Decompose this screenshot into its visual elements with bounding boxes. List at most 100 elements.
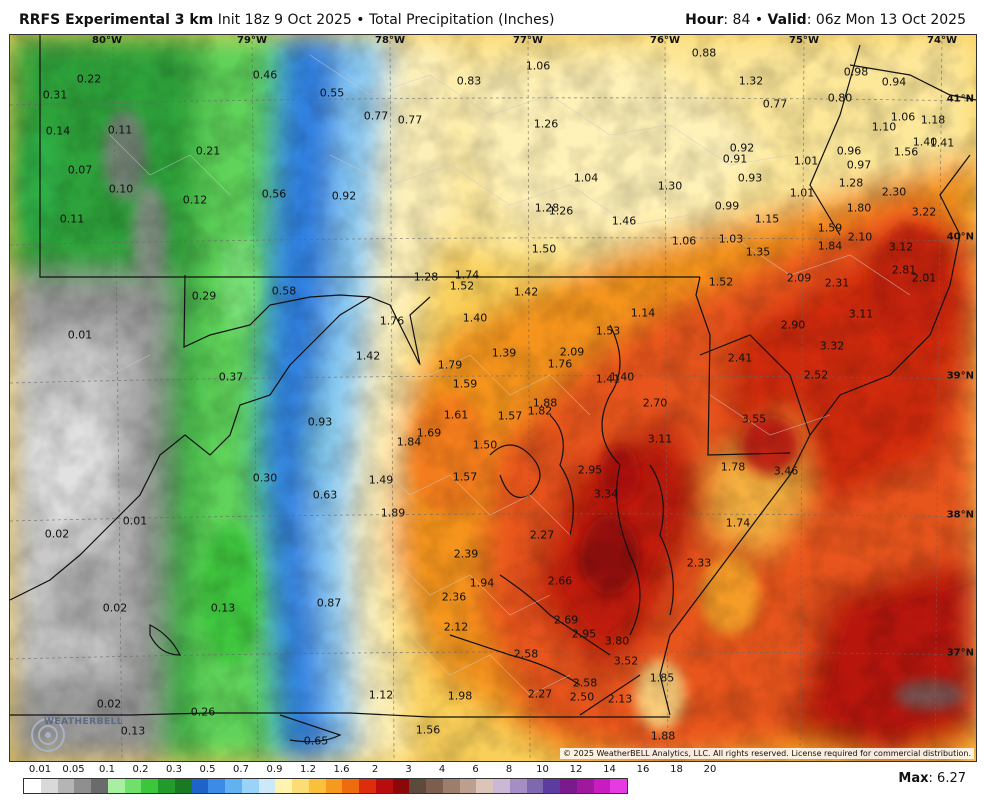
legend-label: 3 xyxy=(405,764,412,775)
legend-label: 0.7 xyxy=(233,764,249,775)
legend-swatch xyxy=(543,779,560,793)
legend-swatch xyxy=(509,779,527,793)
legend-label: 4 xyxy=(438,764,446,775)
precip-value: 0.92 xyxy=(331,189,357,203)
precip-value: 1.59 xyxy=(452,377,478,391)
precip-value: 2.50 xyxy=(569,690,595,704)
precip-value: 0.65 xyxy=(303,734,329,748)
precip-value: 0.12 xyxy=(182,193,208,207)
latitude-label: 37°N xyxy=(946,647,974,659)
legend-swatch xyxy=(593,779,611,793)
precip-value: 1.74 xyxy=(725,516,751,530)
precip-value: 0.97 xyxy=(846,158,872,172)
legend-swatch xyxy=(74,779,91,793)
legend-swatch xyxy=(241,779,259,793)
precip-value: 2.81 xyxy=(891,263,917,277)
legend-swatch xyxy=(526,779,544,793)
latitude-label: 38°N xyxy=(946,509,974,521)
precip-value: 1.57 xyxy=(497,409,523,423)
precip-value: 1.98 xyxy=(447,689,473,703)
legend-swatch xyxy=(40,779,58,793)
latitude-label: 40°N xyxy=(946,231,974,243)
precipitation-map[interactable]: 80°W 79°W 78°W 77°W 76°W 75°W 74°W 41°N 40°N 39°… xyxy=(9,34,977,762)
precip-value: 1.76 xyxy=(379,314,405,328)
precip-value: 2.58 xyxy=(572,676,598,690)
precip-value: 0.07 xyxy=(67,163,93,177)
precip-value: 2.95 xyxy=(571,627,597,641)
precip-value: 1.10 xyxy=(871,120,897,134)
precip-value: 2.52 xyxy=(803,368,829,382)
legend-swatch xyxy=(442,779,460,793)
precip-value: 0.98 xyxy=(843,65,869,79)
legend-swatch xyxy=(493,779,510,793)
precip-value: 0.26 xyxy=(190,705,216,719)
legend-swatch xyxy=(392,779,410,793)
precip-value: 0.92 xyxy=(729,141,755,155)
precip-value: 0.31 xyxy=(42,88,68,102)
precip-value: 1.82 xyxy=(527,404,553,418)
legend-label: 6 xyxy=(472,764,479,775)
legend-label: 10 xyxy=(536,764,549,775)
precip-value: 2.95 xyxy=(577,463,603,477)
precip-value: 2.33 xyxy=(686,556,712,570)
precip-value: 0.63 xyxy=(312,488,338,502)
weatherbell-logo: WEATHERBELL xyxy=(26,707,123,761)
precip-value: 0.02 xyxy=(44,527,70,541)
legend-swatch xyxy=(476,779,493,793)
precip-field xyxy=(10,35,976,761)
legend-swatch xyxy=(375,779,393,793)
precip-value: 1.14 xyxy=(630,306,656,320)
precip-value: 1.57 xyxy=(452,470,478,484)
product-name: Total Precipitation (Inches) xyxy=(369,12,555,28)
precip-value: 1.01 xyxy=(793,154,819,168)
legend-label: 0.9 xyxy=(266,764,283,775)
legend-label: 0.1 xyxy=(99,764,115,775)
legend-label: 0.5 xyxy=(199,764,216,775)
legend-swatch xyxy=(359,779,376,793)
precip-value: 1.52 xyxy=(449,279,475,293)
precip-value: 0.13 xyxy=(210,601,236,615)
precip-value: 1.06 xyxy=(525,59,551,73)
precip-value: 0.91 xyxy=(722,152,748,166)
chart-title: RRFS Experimental 3 km Init 18z 9 Oct 20… xyxy=(19,12,555,28)
legend-label: 0.01 xyxy=(28,764,52,775)
precip-value: 2.90 xyxy=(780,318,806,332)
precip-value: 1.88 xyxy=(650,729,676,743)
max-value-box: Max: 6.27 xyxy=(898,771,966,786)
hour-value: 84 xyxy=(732,12,751,28)
legend-swatch xyxy=(124,779,142,793)
precip-value: 1.40 xyxy=(462,311,488,325)
precip-value: 0.77 xyxy=(397,113,423,127)
legend-label: 1.2 xyxy=(300,764,316,775)
legend-swatch xyxy=(208,779,225,793)
longitude-label: 74°W xyxy=(927,35,957,46)
precip-value: 1.84 xyxy=(396,435,422,449)
precip-value: 3.34 xyxy=(593,487,619,501)
precip-value: 1.42 xyxy=(513,285,539,299)
precip-value: 1.41 xyxy=(595,372,621,386)
precip-value: 1.94 xyxy=(469,576,495,590)
legend-swatch xyxy=(174,779,192,793)
precip-value: 2.10 xyxy=(847,230,873,244)
precip-value: 1.56 xyxy=(893,145,919,159)
precip-value: 1.52 xyxy=(708,275,734,289)
precip-value: 0.10 xyxy=(108,182,134,196)
precip-value: 1.85 xyxy=(649,671,675,685)
logo-swirl-icon xyxy=(31,718,65,752)
legend-swatch xyxy=(292,779,309,793)
precip-value: 1.42 xyxy=(355,349,381,363)
legend-swatch xyxy=(191,779,209,793)
hour-label: Hour xyxy=(685,12,724,28)
precip-value: 0.83 xyxy=(456,74,482,88)
precip-value: 3.11 xyxy=(647,432,673,446)
latitude-label: 41°N xyxy=(946,93,974,105)
precip-value: 1.03 xyxy=(718,232,744,246)
precip-value: 1.79 xyxy=(437,358,463,372)
precip-value: 0.93 xyxy=(307,415,333,429)
precip-value: 1.28 xyxy=(413,270,439,284)
precip-value: 0.11 xyxy=(107,123,133,137)
header: RRFS Experimental 3 km Init 18z 9 Oct 20… xyxy=(0,0,984,34)
precip-value: 0.58 xyxy=(271,284,297,298)
precip-value: 0.56 xyxy=(261,187,287,201)
precip-value: 1.40 xyxy=(912,135,938,149)
